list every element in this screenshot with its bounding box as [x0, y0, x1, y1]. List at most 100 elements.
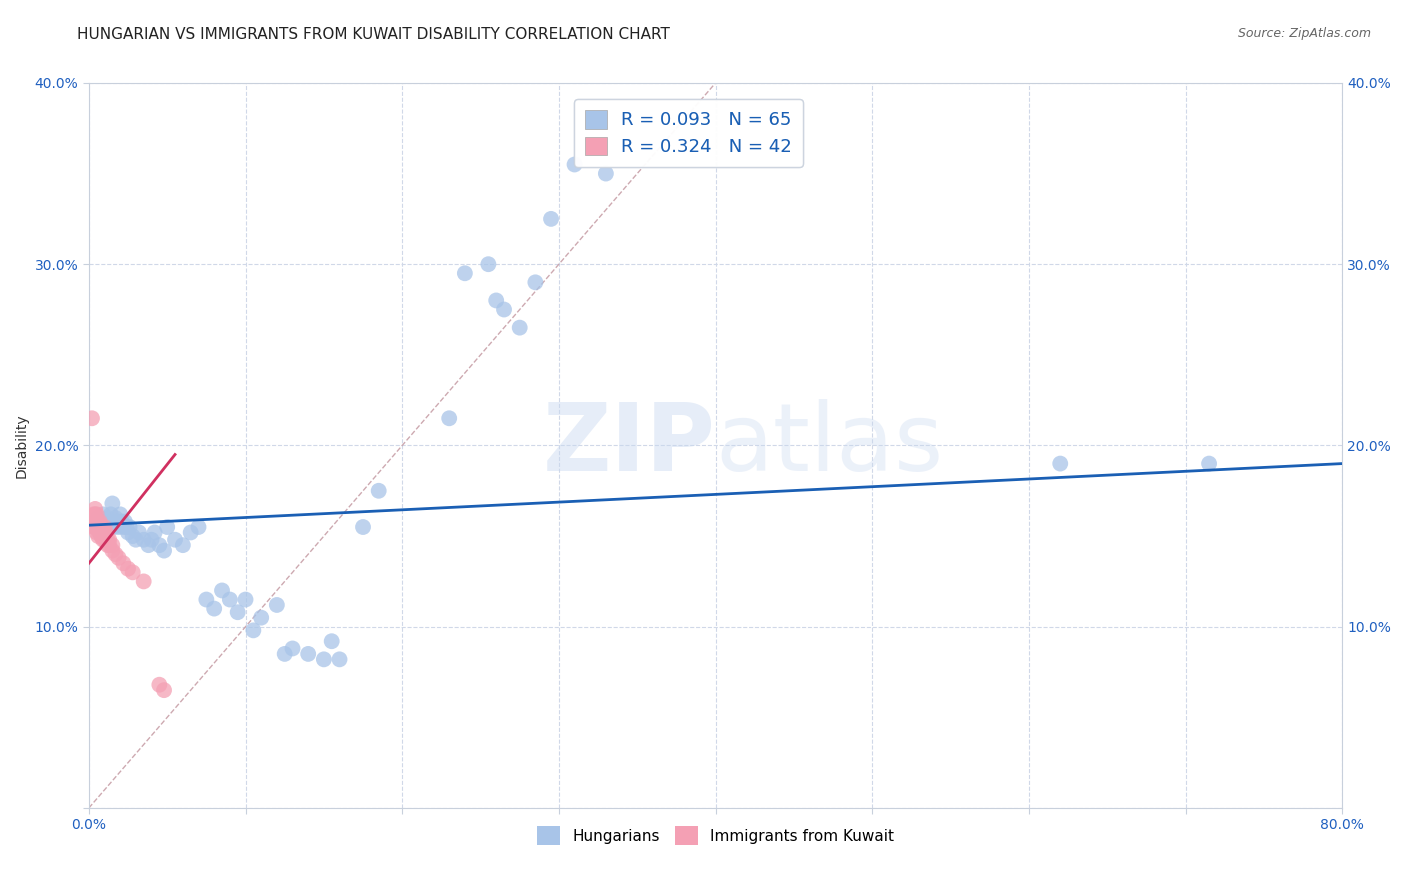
Point: [125, 533, 148, 547]
Point: [1049, 457, 1071, 471]
Point: [86, 515, 108, 529]
Point: [117, 562, 139, 576]
Point: [235, 592, 257, 607]
Point: [156, 520, 179, 534]
Point: [83, 508, 105, 522]
Text: ZIP: ZIP: [543, 400, 716, 491]
Point: [211, 583, 233, 598]
Point: [107, 550, 129, 565]
Point: [101, 543, 124, 558]
Point: [328, 652, 350, 666]
Point: [91, 508, 114, 522]
Point: [218, 592, 240, 607]
Point: [93, 533, 115, 547]
Point: [86, 515, 108, 529]
Point: [97, 533, 120, 547]
Point: [485, 293, 508, 308]
Point: [1198, 457, 1220, 471]
Point: [132, 533, 155, 547]
Point: [101, 496, 124, 510]
Point: [112, 556, 135, 570]
Text: Source: ZipAtlas.com: Source: ZipAtlas.com: [1237, 27, 1371, 40]
Point: [100, 508, 122, 522]
Point: [297, 647, 319, 661]
Point: [93, 515, 115, 529]
Point: [93, 525, 115, 540]
Point: [187, 520, 209, 534]
Point: [87, 520, 110, 534]
Point: [97, 538, 120, 552]
Point: [98, 533, 121, 547]
Point: [367, 483, 389, 498]
Point: [114, 515, 136, 529]
Point: [281, 641, 304, 656]
Point: [89, 520, 111, 534]
Point: [115, 520, 138, 534]
Point: [111, 515, 134, 529]
Point: [83, 520, 105, 534]
Point: [321, 634, 343, 648]
Point: [509, 320, 531, 334]
Point: [97, 511, 120, 525]
Point: [163, 533, 186, 547]
Point: [138, 538, 160, 552]
Point: [141, 533, 163, 547]
Point: [84, 508, 107, 522]
Point: [128, 525, 150, 540]
Point: [93, 520, 115, 534]
Legend: R = 0.093   N = 65, R = 0.324   N = 42: R = 0.093 N = 65, R = 0.324 N = 42: [574, 99, 803, 167]
Point: [101, 538, 124, 552]
Point: [121, 566, 143, 580]
Point: [90, 529, 112, 543]
Point: [148, 538, 170, 552]
Point: [273, 647, 295, 661]
Point: [91, 525, 114, 540]
Point: [104, 547, 127, 561]
Point: [437, 411, 460, 425]
Point: [312, 652, 335, 666]
Point: [266, 598, 288, 612]
Point: [87, 529, 110, 543]
Point: [180, 525, 202, 540]
Point: [98, 515, 121, 529]
Point: [84, 502, 107, 516]
Point: [153, 543, 176, 558]
Point: [112, 520, 135, 534]
Y-axis label: Disability: Disability: [15, 413, 30, 478]
Point: [121, 529, 143, 543]
Point: [595, 167, 617, 181]
Point: [80, 411, 103, 425]
Point: [524, 276, 547, 290]
Point: [89, 515, 111, 529]
Point: [105, 515, 128, 529]
Point: [89, 525, 111, 540]
Point: [83, 515, 105, 529]
Point: [118, 520, 141, 534]
Point: [86, 520, 108, 534]
Point: [91, 533, 114, 547]
Point: [87, 511, 110, 525]
Point: [250, 610, 273, 624]
Point: [104, 511, 127, 525]
Point: [86, 508, 108, 522]
Text: atlas: atlas: [716, 400, 943, 491]
Point: [148, 678, 170, 692]
Point: [94, 533, 117, 547]
Point: [477, 257, 499, 271]
Point: [84, 520, 107, 534]
Point: [94, 525, 117, 540]
Point: [94, 520, 117, 534]
Point: [103, 520, 125, 534]
Point: [89, 525, 111, 540]
Point: [153, 683, 176, 698]
Point: [98, 538, 121, 552]
Point: [108, 508, 131, 522]
Point: [195, 592, 218, 607]
Point: [143, 525, 166, 540]
Text: HUNGARIAN VS IMMIGRANTS FROM KUWAIT DISABILITY CORRELATION CHART: HUNGARIAN VS IMMIGRANTS FROM KUWAIT DISA…: [77, 27, 671, 42]
Point: [540, 211, 562, 226]
Point: [117, 525, 139, 540]
Point: [226, 605, 249, 619]
Point: [352, 520, 374, 534]
Point: [132, 574, 155, 589]
